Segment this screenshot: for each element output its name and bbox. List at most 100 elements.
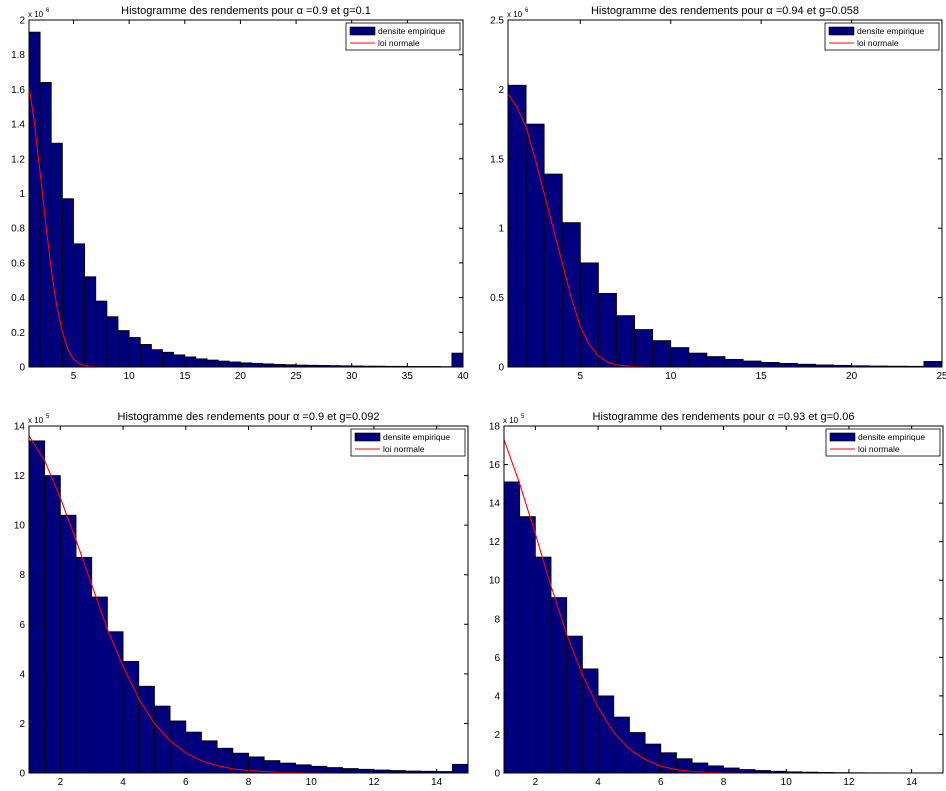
y-multiplier-exponent: 6: [46, 8, 50, 14]
x-tick-label: 2: [533, 777, 539, 788]
histogram-bar: [50, 142, 63, 368]
x-tick-label: 8: [246, 777, 252, 788]
legend-entry-bars: densite empirique: [383, 432, 450, 442]
y-tick-label: 6: [19, 620, 25, 631]
histogram-bar: [106, 631, 124, 774]
histogram-bar: [723, 767, 740, 774]
y-tick-label: 12: [489, 537, 501, 548]
histogram-bar: [138, 685, 155, 774]
x-tick-label: 14: [906, 777, 918, 788]
chart-2: Histogramme des rendements pour α =0.94 …: [490, 5, 946, 382]
x-tick-label: 8: [721, 777, 727, 788]
histogram-bar: [195, 358, 208, 368]
histogram-bar: [61, 198, 74, 368]
histogram-bar: [228, 361, 241, 368]
histogram-bar: [598, 293, 617, 368]
histogram-bar: [117, 330, 130, 368]
histogram-bar: [44, 475, 61, 774]
y-multiplier-exponent: 5: [46, 414, 50, 420]
chart-3: Histogramme des rendements pour α =0.9 e…: [14, 411, 469, 788]
histogram-bar: [616, 315, 635, 368]
y-tick-label: 18: [489, 422, 501, 433]
histogram-bar: [185, 731, 202, 774]
legend-entry-line: loi normale: [378, 38, 420, 48]
histogram-bar: [206, 359, 219, 368]
histogram-bar: [59, 514, 77, 774]
x-tick-label: 15: [179, 371, 191, 382]
x-tick-label: 4: [120, 777, 126, 788]
histogram-bar: [451, 763, 469, 774]
legend-bar-swatch: [829, 432, 856, 442]
y-tick-label: 0.6: [11, 258, 25, 269]
histogram-bar: [566, 635, 583, 774]
y-tick-label: 4: [494, 691, 500, 702]
histogram-bar: [579, 262, 599, 368]
histogram-bar: [550, 597, 568, 774]
x-tick-label: 10: [781, 777, 793, 788]
y-tick-label: 0.4: [11, 293, 25, 304]
x-tick-label: 20: [846, 371, 858, 382]
y-multiplier-label: x 10: [28, 416, 44, 425]
y-tick-label: 8: [494, 614, 500, 625]
legend-entry-bars: densite empirique: [857, 26, 924, 36]
x-tick-label: 6: [658, 777, 664, 788]
x-tick-label: 12: [843, 777, 855, 788]
y-multiplier-label: x 10: [507, 10, 523, 19]
histogram-bar: [534, 556, 552, 774]
legend-entry-line: loi normale: [858, 444, 900, 454]
y-tick-label: 1.8: [11, 50, 25, 61]
legend-bar-swatch: [828, 26, 855, 36]
histogram-bar: [660, 752, 677, 774]
y-multiplier-exponent: 5: [521, 414, 525, 420]
y-tick-label: 12: [14, 471, 26, 482]
y-tick-label: 2: [19, 16, 25, 27]
chart-4: Histogramme des rendements pour α =0.93 …: [489, 411, 944, 788]
y-tick-label: 0: [19, 769, 25, 780]
y-tick-label: 10: [489, 576, 501, 587]
y-tick-label: 2.5: [490, 16, 504, 27]
x-tick-label: 4: [595, 777, 601, 788]
x-tick-label: 25: [291, 371, 303, 382]
y-tick-label: 0.2: [11, 328, 25, 339]
x-tick-label: 5: [578, 371, 584, 382]
y-multiplier-label: x 10: [28, 10, 44, 19]
histogram-bar: [503, 481, 521, 774]
histogram-bar: [106, 316, 119, 368]
chart-title: Histogramme des rendements pour α =0.94 …: [591, 5, 859, 17]
histogram-bar: [706, 356, 726, 368]
y-tick-label: 0: [494, 769, 500, 780]
histogram-bar: [507, 84, 527, 368]
histogram-bar: [173, 354, 186, 368]
histogram-bar: [162, 351, 175, 368]
histogram-bar: [279, 762, 296, 774]
histogram-bar: [629, 732, 646, 774]
chart-title: Histogramme des rendements pour α =0.9 e…: [121, 5, 371, 17]
x-tick-label: 10: [124, 371, 136, 382]
histogram-bar: [581, 668, 599, 774]
histogram-bar: [613, 716, 630, 774]
legend-entry-line: loi normale: [383, 444, 425, 454]
histogram-bar: [128, 337, 141, 368]
y-multiplier-exponent: 6: [525, 8, 529, 14]
histogram-bar: [326, 767, 343, 774]
y-tick-label: 2: [494, 730, 500, 741]
histogram-bar: [73, 243, 86, 368]
histogram-bar: [151, 349, 163, 368]
x-tick-label: 12: [368, 777, 380, 788]
y-tick-label: 0.5: [490, 293, 504, 304]
y-tick-label: 16: [489, 460, 501, 471]
histogram-bar: [95, 300, 108, 368]
y-tick-label: 14: [489, 499, 501, 510]
x-tick-label: 35: [402, 371, 414, 382]
y-tick-label: 1: [498, 224, 504, 235]
y-tick-label: 1.2: [11, 154, 25, 165]
y-tick-label: 2: [19, 719, 25, 730]
histogram-bar: [310, 765, 328, 774]
histogram-bar: [724, 358, 744, 368]
y-tick-label: 0: [19, 363, 25, 374]
histogram-bar: [28, 31, 41, 368]
chart-title: Histogramme des rendements pour α =0.9 e…: [118, 411, 380, 423]
histogram-bar: [84, 276, 97, 368]
y-tick-label: 8: [19, 570, 25, 581]
